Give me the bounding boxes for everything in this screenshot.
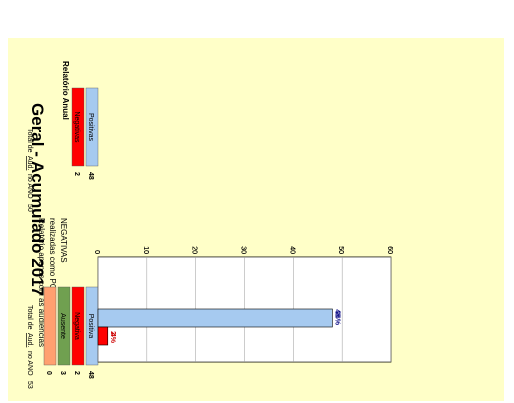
positive-negative-chart: 0 10 20 30 40 50 6096%484%2Positivas48Negativa… [26, 87, 393, 363]
legend-swatch [71, 286, 85, 366]
axis-tick-label: 60 [386, 246, 393, 254]
axis-tick-label: 10 [142, 246, 149, 254]
description-line-3: NEGATIVAS [59, 218, 68, 263]
legend-count: 3 [59, 371, 66, 375]
bar [97, 326, 109, 346]
bar-percent-label: 4% [109, 333, 116, 344]
annual-report-label: Relatório Anual [61, 61, 70, 120]
legend-label: Negativa [73, 312, 80, 340]
legend-label: Ausente [59, 313, 66, 339]
legend-swatch [71, 87, 85, 167]
axis-tick-label: 60 [386, 246, 393, 254]
axis-tick-label: 40 [288, 246, 295, 254]
rotated-report: Geral - Acumulado 2017 Relatório Anual R… [8, 38, 504, 401]
bar [97, 308, 333, 328]
legend-label: Positiva [87, 314, 94, 339]
axis-tick-label: 0 [93, 250, 100, 254]
description-line-1: Relatório apenas com as audiências [37, 218, 46, 347]
page-title: Geral - Acumulado 2017 [28, 103, 47, 296]
axis-tick-label: 30 [240, 246, 247, 254]
bar-percent-label: 96% [333, 311, 340, 326]
bar-value-label: 48 [333, 309, 340, 317]
total-aud-label: Aud. [26, 156, 33, 170]
axis-tick-label: 20 [191, 246, 198, 254]
total-value: 53 [26, 381, 33, 389]
axis-tick-label: 50 [337, 246, 344, 254]
description-line-2: realizadas como POSITIVAS e [48, 218, 57, 327]
axis-tick-label: 10 [142, 246, 149, 254]
legend-count: 48 [87, 371, 94, 379]
axis-tick-label: 40 [288, 246, 295, 254]
legend-swatch [85, 87, 99, 167]
legend-label: Negativas [73, 111, 80, 143]
legend-count: 0 [45, 371, 52, 375]
axis-tick-label: 30 [240, 246, 247, 254]
total-prefix: Total de [26, 128, 33, 153]
total-prefix: Total de [26, 305, 33, 330]
legend-count: 48 [87, 172, 94, 180]
axis-tick-label: 50 [337, 246, 344, 254]
legend-swatch [57, 286, 71, 366]
legend-label: Positivas [87, 113, 94, 142]
legend-swatch [43, 286, 57, 366]
total-value: 50 [26, 204, 33, 212]
bar-value-label: 2 [109, 331, 116, 335]
legend-count: 2 [73, 172, 80, 176]
legend-count: 2 [73, 371, 80, 375]
axis-tick-label: 0 [93, 250, 100, 254]
axis-tick-label: 20 [191, 246, 198, 254]
total-suffix: no ANO [26, 174, 33, 199]
total-aud-label: Aud. [26, 333, 33, 347]
total-suffix: no ANO [26, 351, 33, 376]
